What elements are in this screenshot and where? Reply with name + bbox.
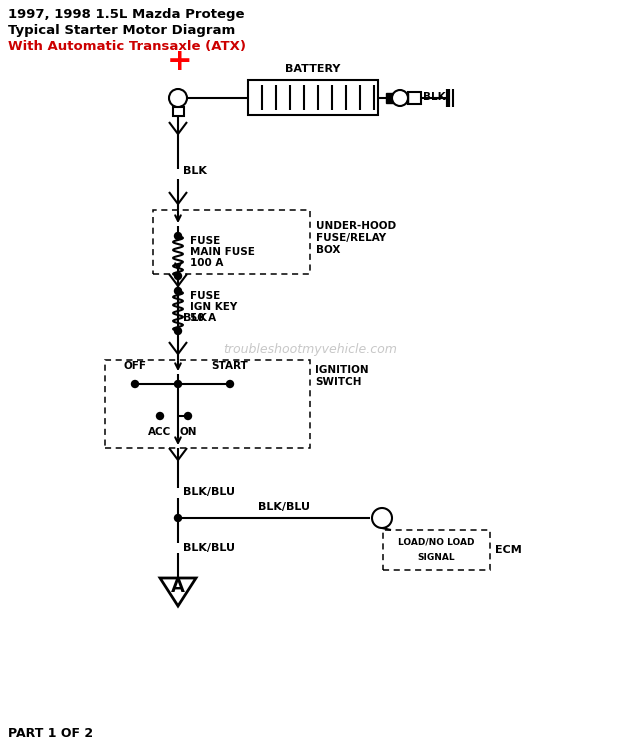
Text: MAIN FUSE: MAIN FUSE [190, 247, 255, 257]
Bar [173, 107, 184, 116]
Circle shape [392, 90, 408, 106]
Text: troubleshootmyvehicle.com: troubleshootmyvehicle.com [223, 344, 397, 356]
Circle shape [174, 272, 182, 280]
Text: BOX: BOX [316, 245, 341, 255]
Circle shape [174, 287, 182, 295]
Text: ECM: ECM [495, 545, 522, 555]
Circle shape [132, 380, 138, 388]
Text: IGNITION: IGNITION [315, 365, 368, 375]
Text: 1O: 1O [376, 512, 391, 522]
Text: SIGNAL: SIGNAL [418, 554, 455, 562]
Circle shape [174, 514, 182, 521]
Text: BLK/BLU: BLK/BLU [258, 502, 310, 512]
Bar [248, 80, 378, 115]
Circle shape [227, 380, 234, 388]
Text: ON: ON [179, 427, 197, 437]
Bar [153, 210, 310, 274]
Text: Typical Starter Motor Diagram: Typical Starter Motor Diagram [8, 24, 235, 37]
Text: BLK: BLK [183, 313, 207, 323]
Bar [383, 530, 490, 570]
Text: IGN KEY: IGN KEY [190, 302, 237, 312]
Text: BLK: BLK [423, 92, 446, 102]
Text: BATTERY: BATTERY [286, 64, 341, 74]
Text: ACC: ACC [148, 427, 172, 437]
Bar [105, 360, 310, 448]
Text: 1997, 1998 1.5L Mazda Protege: 1997, 1998 1.5L Mazda Protege [8, 8, 245, 21]
Circle shape [185, 413, 192, 419]
Text: START: START [211, 361, 248, 371]
Text: SWITCH: SWITCH [315, 377, 362, 387]
Circle shape [156, 413, 164, 419]
Circle shape [174, 232, 182, 239]
Text: FUSE: FUSE [190, 291, 220, 301]
Text: FUSE: FUSE [190, 236, 220, 246]
Circle shape [169, 89, 187, 107]
Text: PART 1 OF 2: PART 1 OF 2 [8, 727, 93, 740]
Text: BLK/BLU: BLK/BLU [183, 543, 235, 553]
Bar [386, 93, 408, 103]
Text: A: A [171, 578, 185, 596]
Circle shape [372, 508, 392, 528]
Bar [408, 92, 421, 104]
Text: +: + [167, 47, 193, 76]
Text: LOAD/NO LOAD: LOAD/NO LOAD [398, 538, 475, 547]
Circle shape [174, 380, 182, 388]
Text: 100 A: 100 A [190, 258, 223, 268]
Circle shape [174, 328, 182, 334]
Text: UNDER-HOOD: UNDER-HOOD [316, 221, 396, 231]
Text: FUSE/RELAY: FUSE/RELAY [316, 233, 386, 243]
Text: BLK: BLK [183, 166, 207, 176]
Text: 50 A: 50 A [190, 313, 216, 323]
Text: BLK/BLU: BLK/BLU [183, 487, 235, 497]
Text: With Automatic Transaxle (ATX): With Automatic Transaxle (ATX) [8, 40, 246, 53]
Text: OFF: OFF [124, 361, 146, 371]
